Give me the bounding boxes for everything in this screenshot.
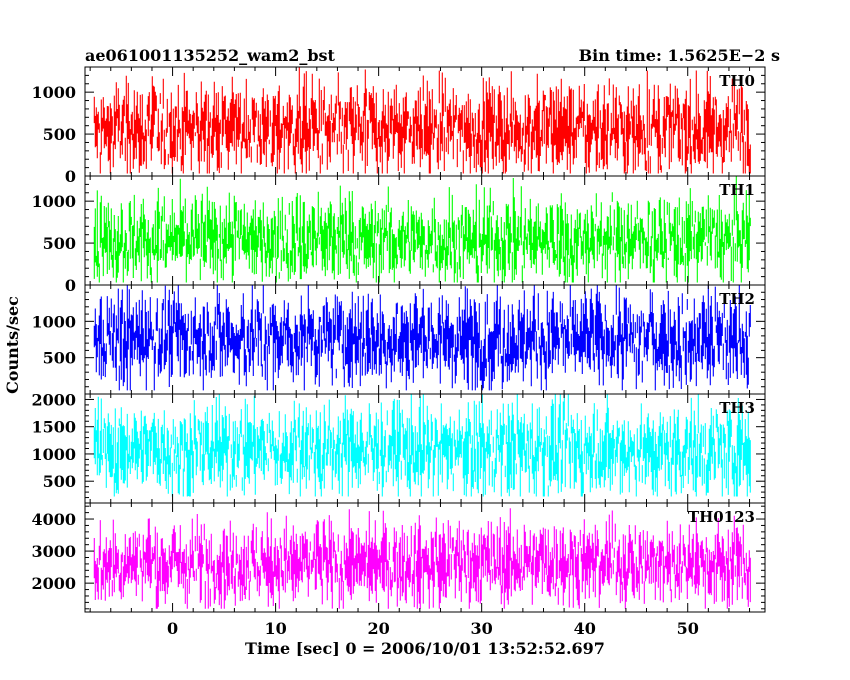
y-axis-label: Counts/sec — [3, 296, 22, 394]
y-tick-label: 1000 — [31, 192, 76, 211]
y-tick-label: 2000 — [31, 574, 76, 593]
x-tick-label: 0 — [167, 619, 178, 638]
panel-th2: 500 1000 TH2 — [31, 284, 766, 395]
y-tick-label: 1000 — [31, 312, 76, 331]
series-trace-th2 — [93, 285, 751, 391]
series-trace-th0123 — [93, 508, 751, 609]
panel-name-label: TH0 — [719, 72, 755, 90]
panel-th0123: 2000 3000 4000 TH0123 — [31, 502, 766, 613]
series-trace-th0 — [93, 67, 751, 174]
y-tick-label: 500 — [43, 472, 76, 491]
panel-th1: 0 500 1000 TH1 — [31, 175, 766, 295]
panel-name-label: TH3 — [719, 399, 755, 417]
y-tick-label: 2000 — [31, 390, 76, 409]
panel-name-label: TH2 — [719, 290, 755, 308]
y-tick-label: 3000 — [31, 542, 76, 561]
series-trace-th1 — [93, 176, 751, 283]
panel-name-label: TH0123 — [688, 508, 755, 526]
x-axis-label: Time [sec] 0 = 2006/10/01 13:52:52.697 — [245, 639, 605, 658]
panels-group: 05001000TH005001000TH15001000TH250010001… — [31, 66, 766, 638]
x-tick-label: 10 — [264, 619, 286, 638]
x-tick-label: 40 — [574, 619, 596, 638]
y-tick-label: 500 — [43, 234, 76, 253]
y-tick-label: 1500 — [31, 418, 76, 437]
panel-th3: 500 1000 1500 2000 TH3 — [31, 390, 766, 504]
x-tick-label: 30 — [471, 619, 493, 638]
y-tick-label: 1000 — [31, 83, 76, 102]
panel-name-label: TH1 — [719, 181, 755, 199]
chart-title-right: Bin time: 1.5625E−2 s — [579, 46, 780, 65]
panel-th0: 0 500 1000 TH0 — [31, 66, 766, 186]
y-tick-label: 0 — [65, 276, 76, 295]
x-tick-label: 50 — [677, 619, 699, 638]
y-tick-label: 500 — [43, 349, 76, 368]
x-tick-label: 20 — [368, 619, 390, 638]
y-tick-label: 1000 — [31, 445, 76, 464]
y-tick-label: 0 — [65, 167, 76, 186]
series-trace-th3 — [93, 394, 751, 497]
chart-title-left: ae061001135252_wam2_bst — [85, 46, 336, 65]
y-tick-label: 500 — [43, 125, 76, 144]
y-tick-label: 4000 — [31, 510, 76, 529]
